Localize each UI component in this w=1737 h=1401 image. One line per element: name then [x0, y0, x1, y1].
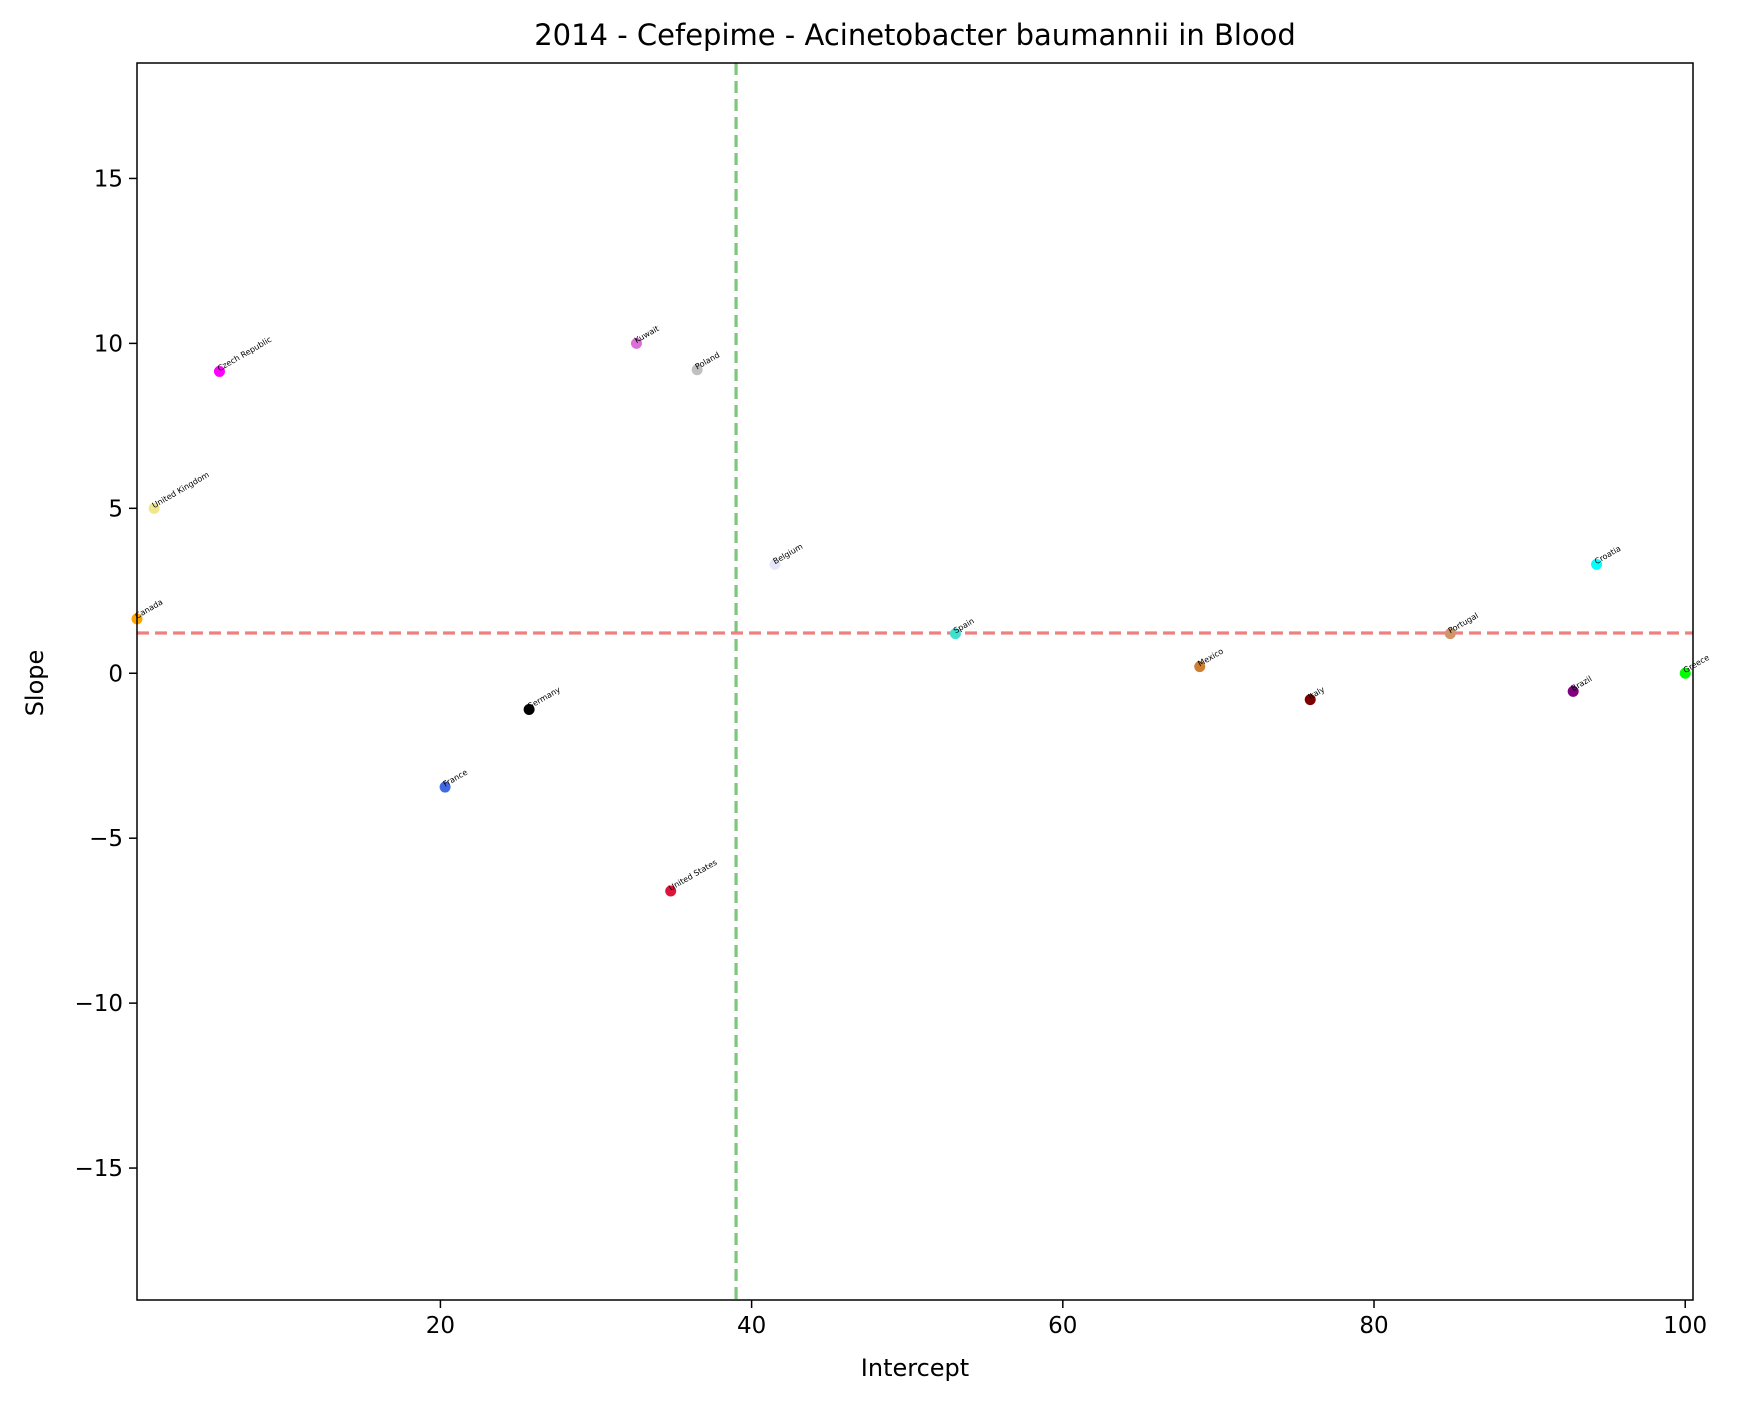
y-tick-label: 0 [108, 661, 123, 687]
data-point [1567, 685, 1579, 697]
x-tick-label: 60 [1048, 1313, 1077, 1339]
data-point [213, 365, 225, 377]
data-point [1304, 694, 1316, 706]
x-axis-ticks: 20 40 60 80 100 [426, 1300, 1707, 1339]
data-point-label: Canada [134, 597, 165, 620]
data-point-label: Mexico [1196, 647, 1225, 669]
x-axis-label: Intercept [861, 1354, 969, 1382]
data-point [1679, 667, 1691, 679]
data-point [949, 628, 961, 640]
data-point-label: United Kingdom [151, 470, 211, 510]
data-point-label: Germany [526, 685, 563, 711]
data-point-label: Poland [694, 350, 722, 371]
data-point [691, 364, 703, 376]
data-point [1194, 661, 1206, 673]
y-tick-label: 10 [94, 331, 123, 357]
data-point-label: United States [667, 858, 718, 893]
x-tick-label: 40 [737, 1313, 766, 1339]
data-point-label: Kuwait [633, 324, 661, 345]
data-point-label: Brazil [1570, 674, 1594, 693]
data-point [630, 337, 642, 349]
y-tick-label: 15 [94, 166, 123, 192]
data-point-label: Belgium [771, 542, 804, 566]
data-point-label: Czech Republic [216, 335, 273, 373]
reference-lines [137, 63, 1693, 1300]
y-tick-label: −15 [74, 1156, 123, 1182]
y-axis-label: Slope [21, 650, 49, 717]
data-point [439, 781, 451, 793]
y-tick-label: 5 [108, 496, 123, 522]
data-point [1444, 628, 1456, 640]
data-point-label: France [442, 768, 470, 789]
y-tick-label: −10 [74, 991, 123, 1017]
plot-frame [136, 62, 1694, 1301]
data-point-label: Greece [1682, 653, 1711, 675]
y-axis-ticks: −15 −10 −5 0 5 10 15 [74, 166, 137, 1182]
x-tick-label: 100 [1663, 1313, 1707, 1339]
data-point-label: Italy [1307, 685, 1327, 702]
data-point [665, 885, 677, 897]
y-tick-label: −5 [89, 826, 123, 852]
data-point-label: Croatia [1593, 544, 1622, 566]
data-point [523, 704, 535, 716]
data-point [769, 558, 781, 570]
data-point [148, 502, 160, 514]
x-tick-label: 20 [426, 1313, 455, 1339]
data-points: Canada United Kingdom Czech Republic France… [131, 324, 1711, 897]
chart-title: 2014 - Cefepime - Acinetobacter baumanni… [534, 18, 1296, 52]
x-tick-label: 80 [1359, 1313, 1388, 1339]
data-point [1591, 558, 1603, 570]
